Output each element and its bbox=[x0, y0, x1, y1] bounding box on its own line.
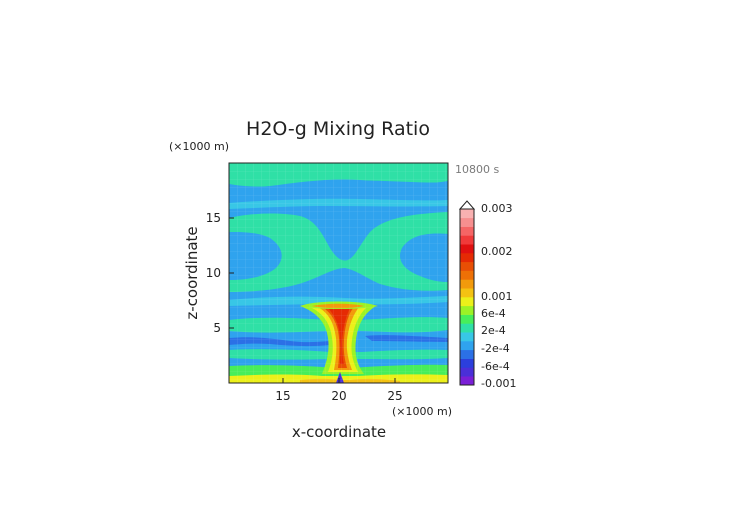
y-tick-label-10: 10 bbox=[206, 266, 221, 280]
colorbar-swatch bbox=[460, 358, 474, 368]
colorbar-swatch bbox=[460, 217, 474, 227]
colorbar-swatch bbox=[460, 349, 474, 359]
colorbar-label: 0.001 bbox=[481, 290, 513, 303]
colorbar-swatch bbox=[460, 297, 474, 307]
colorbar-swatch bbox=[460, 261, 474, 271]
colorbar-swatch bbox=[460, 209, 474, 219]
colorbar-swatch bbox=[460, 288, 474, 298]
colorbar-label: 0.002 bbox=[481, 245, 513, 258]
grid-overlay bbox=[229, 163, 448, 383]
colorbar-swatch bbox=[460, 305, 474, 315]
colorbar-swatch bbox=[460, 323, 474, 333]
y-unit-label: (×1000 m) bbox=[169, 140, 229, 153]
colorbar-swatch bbox=[460, 235, 474, 245]
colorbar-swatch bbox=[460, 332, 474, 342]
colorbar-swatch bbox=[460, 253, 474, 263]
x-axis-label: x-coordinate bbox=[292, 423, 386, 441]
colorbar-swatch bbox=[460, 314, 474, 324]
colorbar-swatches bbox=[460, 209, 474, 386]
colorbar-label: 0.003 bbox=[481, 202, 513, 215]
colorbar-label: -2e-4 bbox=[481, 342, 510, 355]
time-label: 10800 s bbox=[455, 163, 499, 176]
colorbar-swatch bbox=[460, 376, 474, 386]
colorbar-swatch bbox=[460, 226, 474, 236]
colorbar-label: -0.001 bbox=[481, 377, 516, 390]
colorbar-label: 6e-4 bbox=[481, 307, 506, 320]
colorbar-label: -6e-4 bbox=[481, 360, 510, 373]
colorbar-labels: 0.003 0.002 0.001 6e-4 2e-4 -2e-4 -6e-4 -0.001 bbox=[481, 202, 516, 390]
contour-field bbox=[229, 163, 448, 383]
colorbar-swatch bbox=[460, 367, 474, 377]
x-unit-label: (×1000 m) bbox=[392, 405, 452, 418]
colorbar-swatch bbox=[460, 270, 474, 280]
colorbar-swatch bbox=[460, 341, 474, 351]
colorbar-label: 2e-4 bbox=[481, 324, 506, 337]
colorbar: 0.003 0.002 0.001 6e-4 2e-4 -2e-4 -6e-4 -0.001 bbox=[458, 200, 516, 390]
chart-title: H2O-g Mixing Ratio bbox=[246, 118, 430, 140]
y-tick-label-15: 15 bbox=[206, 211, 221, 225]
x-tick-label-25: 25 bbox=[387, 389, 402, 403]
colorbar-frame bbox=[459, 208, 475, 386]
colorbar-swatch bbox=[460, 244, 474, 254]
x-axis: 15 20 25 (×1000 m) x-coordinate bbox=[275, 378, 452, 441]
y-tick-label-5: 5 bbox=[213, 321, 221, 335]
y-axis: 5 10 15 z-coordinate bbox=[183, 211, 234, 335]
colorbar-swatch bbox=[460, 279, 474, 289]
colorbar-top-arrow bbox=[458, 200, 476, 210]
x-tick-label-20: 20 bbox=[331, 389, 346, 403]
x-tick-label-15: 15 bbox=[275, 389, 290, 403]
y-axis-label: z-coordinate bbox=[183, 226, 201, 319]
